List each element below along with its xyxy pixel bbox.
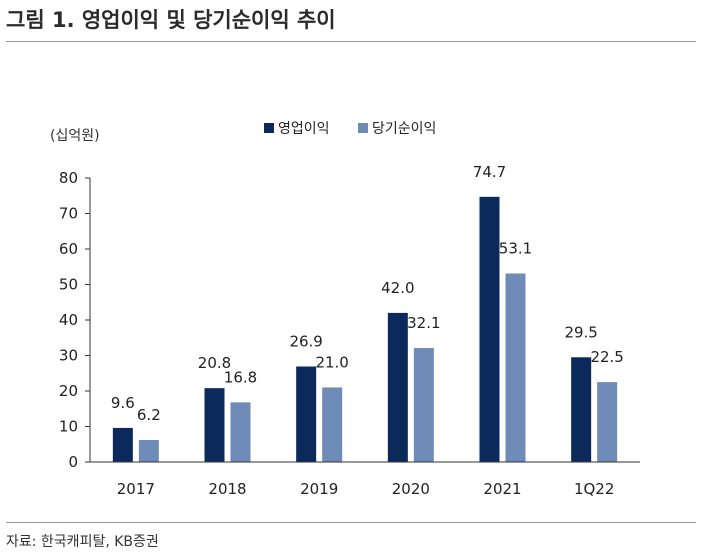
y-tick-label: 20	[59, 382, 78, 400]
bar-net-income	[322, 387, 343, 462]
bar-operating-profit	[112, 427, 133, 462]
x-category-label: 2018	[208, 480, 246, 498]
data-label: 6.2	[137, 406, 161, 424]
data-label: 32.1	[407, 314, 440, 332]
x-category-label: 2020	[392, 480, 430, 498]
bars-group	[112, 196, 618, 462]
legend-swatch-operating-profit	[264, 123, 274, 133]
bar-operating-profit	[204, 388, 225, 462]
data-label: 26.9	[289, 333, 322, 351]
bar-operating-profit	[296, 366, 317, 462]
data-label: 20.8	[198, 354, 231, 372]
legend-swatch-net-income	[358, 123, 368, 133]
figure-title: 그림 1. 영업이익 및 당기순이익 추이	[6, 8, 336, 32]
x-category-label: 2021	[483, 480, 521, 498]
data-label: 42.0	[381, 279, 414, 297]
bar-net-income	[505, 273, 526, 462]
title-rule	[6, 41, 696, 42]
legend-label-net-income: 당기순이익	[372, 121, 436, 137]
bar-net-income	[230, 402, 251, 462]
data-label: 16.8	[224, 368, 257, 386]
data-label: 74.7	[473, 163, 506, 181]
source-rule	[6, 522, 696, 523]
x-axis: 2017 2018 2019 2020 2021 1Q22	[117, 480, 615, 498]
unit-label: (십억원)	[50, 128, 100, 144]
bar-net-income	[138, 439, 159, 462]
source-note: 자료: 한국캐피탈, KB증권	[6, 534, 159, 550]
y-tick-label: 50	[59, 276, 78, 294]
data-label: 21.0	[315, 353, 348, 371]
legend: 영업이익 당기순이익	[264, 121, 436, 137]
y-tick-label: 40	[59, 311, 78, 329]
data-label: 53.1	[499, 239, 532, 257]
bar-operating-profit	[571, 357, 592, 462]
data-label: 9.6	[111, 394, 135, 412]
y-tick-label: 30	[59, 347, 78, 365]
x-category-label: 2017	[117, 480, 155, 498]
y-tick-label: 0	[68, 453, 78, 471]
x-category-label: 2019	[300, 480, 338, 498]
bar-net-income	[413, 348, 434, 462]
data-label: 29.5	[564, 323, 597, 341]
y-tick-label: 80	[59, 169, 78, 187]
y-axis: 0 10 20 30 40 50 60 70 80	[59, 169, 90, 471]
data-label: 22.5	[590, 348, 623, 366]
data-labels-group: 9.66.2 20.816.8 26.9 21.0 42.0 32.1 74.7 53.1 29…	[111, 163, 624, 424]
y-tick-label: 70	[59, 205, 78, 223]
bar-operating-profit	[479, 196, 500, 462]
y-tick-label: 10	[59, 418, 78, 436]
x-category-label: 1Q22	[574, 480, 614, 498]
bar-operating-profit	[387, 312, 408, 462]
y-tick-label: 60	[59, 240, 78, 258]
legend-label-operating-profit: 영업이익	[278, 121, 330, 137]
bar-net-income	[597, 382, 618, 462]
